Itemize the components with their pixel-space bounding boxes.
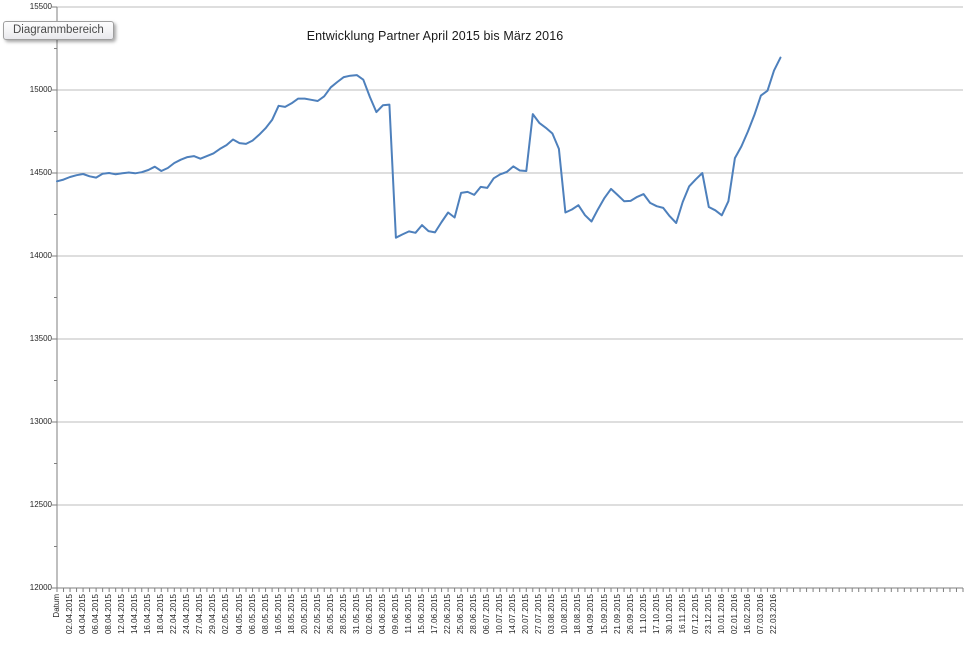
x-axis-label: 23.12.2015 [703,594,713,635]
x-axis-label: 15.06.2015 [417,594,426,635]
x-axis-label: 17.10.2015 [651,594,661,635]
x-axis-label: 04.05.2015 [234,594,244,635]
x-axis-label: 26.09.2015 [625,594,635,635]
x-axis-label: 29.04.2015 [208,594,218,635]
chart-title: Entwicklung Partner April 2015 bis März … [306,29,564,43]
chart-area-tooltip: Diagrammbereich [3,21,114,40]
x-axis-label: 16.05.2015 [273,594,283,635]
x-axis-label: Datum [52,594,61,618]
x-axis-label: 09.06.2015 [390,594,400,635]
x-axis-label: 08.04.2015 [104,594,114,635]
x-axis-label: 02.05.2015 [221,594,231,635]
x-axis-label: 06.04.2015 [91,594,101,635]
y-axis-label: 15500 [29,2,52,11]
x-axis-label: 04.06.2015 [377,594,387,635]
x-axis-label: 07.03.2016 [755,594,765,635]
x-axis-label: 18.05.2015 [286,594,296,635]
x-axis-label: 25.06.2015 [456,594,466,635]
x-axis-label: 15.09.2015 [599,594,609,635]
series-line [56,56,782,239]
x-axis-label: 20.07.2015 [521,594,531,635]
x-axis-label: 17.06.2015 [430,594,440,635]
x-axis-label: 02.04.2015 [65,594,75,635]
y-axis-label: 13500 [29,334,52,343]
x-axis-label: 14.04.2015 [130,594,140,635]
x-axis-label: 22.06.2015 [443,594,453,635]
x-axis-label: 11.10.2015 [638,594,648,634]
x-axis-label: 28.05.2015 [338,594,348,635]
x-axis-label: 12.04.2015 [117,594,127,635]
x-axis-label: 14.07.2015 [508,594,518,635]
x-axis-label: 24.04.2015 [182,594,192,635]
x-axis-label: 18.08.2015 [573,594,583,635]
x-axis-label: 04.04.2015 [78,594,88,635]
y-axis-label: 12000 [29,583,52,592]
y-axis-label: 15000 [29,85,52,94]
x-axis-label: 03.08.2015 [547,594,557,635]
x-axis-label: 10.07.2015 [495,594,505,635]
x-axis-label: 27.07.2015 [534,594,544,635]
x-axis-label: 30.10.2015 [664,594,674,635]
x-axis-label: 06.05.2015 [247,594,257,635]
x-axis-label: 22.03.2016 [768,594,778,635]
x-axis-label: 07.12.2015 [690,594,700,635]
x-axis-label: 02.06.2015 [364,594,374,635]
x-axis-label: 02.01.2016 [729,594,739,635]
x-axis-label: 10.08.2015 [560,594,570,635]
x-axis-label: 21.09.2015 [612,594,622,635]
x-axis-label: 22.04.2015 [169,594,179,635]
x-axis-label: 20.05.2015 [299,594,309,635]
x-axis-label: 10.01.2016 [716,594,726,635]
x-axis-label: 27.04.2015 [195,594,205,635]
x-axis-label: 04.09.2015 [586,594,596,635]
x-axis-label: 18.04.2015 [156,594,166,635]
y-axis-label: 14000 [29,251,52,260]
x-axis-label: 06.07.2015 [482,594,492,635]
y-axis-label: 12500 [29,500,52,509]
x-axis-label: 22.05.2015 [312,594,322,635]
x-axis-label: 16.04.2015 [143,594,153,635]
x-axis-label: 26.05.2015 [325,594,335,635]
x-axis-label: 16.02.2016 [742,594,752,635]
x-axis-label: 08.05.2015 [260,594,270,635]
x-axis-label: 31.05.2015 [351,594,361,635]
y-axis-label: 13000 [29,417,52,426]
x-axis-label: 16.11.2015 [677,594,687,634]
y-axis-label: 14500 [29,168,52,177]
x-axis-label: 28.06.2015 [469,594,479,635]
x-axis-label: 11.06.2015 [403,594,413,634]
